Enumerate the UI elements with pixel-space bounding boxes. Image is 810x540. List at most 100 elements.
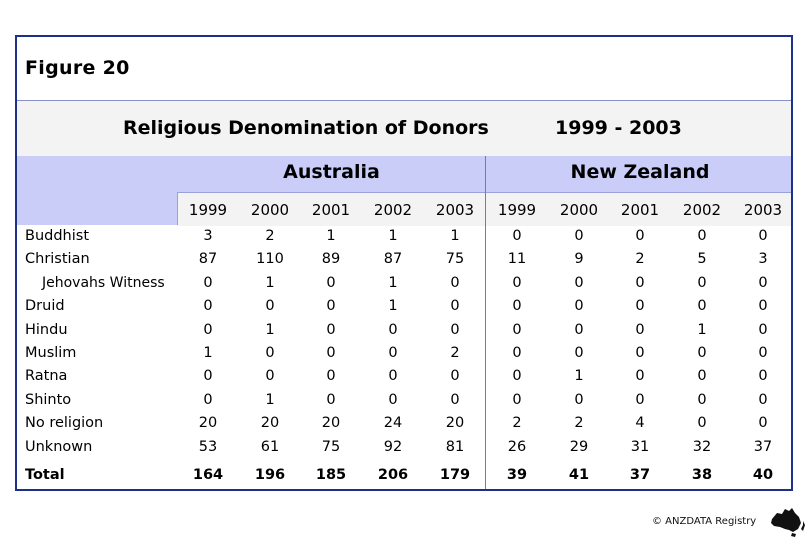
cell-nz-2000: 0 <box>574 321 584 338</box>
cell-au-2000: 20 <box>260 415 280 432</box>
cell-au-1999: 20 <box>198 415 218 432</box>
cell-au-2002: 87 <box>383 251 403 268</box>
table-row: Muslim 1 0 0 0 2 0 0 0 0 0 <box>17 342 791 365</box>
cell-au-2000: 110 <box>256 251 284 268</box>
cell-au-1999: 0 <box>203 391 213 408</box>
cell-au-1999: 0 <box>203 274 213 291</box>
cell-nz-2003: 0 <box>758 274 768 291</box>
cell-nz-1999: 26 <box>507 438 527 455</box>
cell-au-1999: 0 <box>203 368 213 385</box>
year-header-nz-2001: 2001 <box>620 201 660 219</box>
cell-au-2003: 0 <box>450 368 460 385</box>
cell-au-2002: 206 <box>377 467 409 483</box>
table-title: Religious Denomination of Donors <box>123 117 489 139</box>
cell-nz-1999: 0 <box>512 391 522 408</box>
cell-nz-1999: 0 <box>512 228 522 244</box>
cell-au-2003: 0 <box>450 298 460 315</box>
cell-nz-2001: 0 <box>635 274 645 291</box>
cell-au-2002: 0 <box>388 321 398 338</box>
year-header-nz-1999: 1999 <box>497 201 537 219</box>
cell-nz-2000: 2 <box>574 415 584 432</box>
cell-nz-1999: 11 <box>507 251 527 268</box>
total-row: Total 164 196 185 206 179 39 41 37 38 40 <box>17 464 791 487</box>
cell-nz-1999: 0 <box>512 298 522 315</box>
cell-au-2002: 0 <box>388 345 398 361</box>
row-label: Druid <box>25 298 65 315</box>
header-band: Australia New Zealand 1999 2000 2001 200… <box>17 156 791 226</box>
cell-au-2001: 0 <box>326 321 336 338</box>
table-row: No religion 20 20 20 24 20 2 2 4 0 0 <box>17 412 791 435</box>
title-band: Religious Denomination of Donors 1999 - … <box>17 100 791 157</box>
cell-nz-2003: 0 <box>758 228 768 244</box>
row-label: Christian <box>25 251 90 268</box>
cell-au-2001: 0 <box>326 345 336 361</box>
figure-frame: Figure 20 Religious Denomination of Dono… <box>15 35 793 491</box>
cell-nz-1999: 2 <box>512 415 522 432</box>
cell-nz-2001: 0 <box>635 321 645 338</box>
year-header-nz-2000: 2000 <box>559 201 599 219</box>
cell-au-2003: 0 <box>450 391 460 408</box>
cell-au-2001: 0 <box>326 274 336 291</box>
cell-au-2002: 1 <box>388 228 398 244</box>
cell-nz-2000: 0 <box>574 391 584 408</box>
cell-au-1999: 0 <box>203 321 213 338</box>
cell-nz-2000: 0 <box>574 345 584 361</box>
region-new-zealand: New Zealand <box>570 161 710 183</box>
cell-nz-2001: 31 <box>630 438 650 455</box>
cell-nz-2001: 0 <box>635 391 645 408</box>
cell-nz-2003: 0 <box>758 298 768 315</box>
table-row: Hindu 0 1 0 0 0 0 0 0 1 0 <box>17 319 791 342</box>
row-label: Buddhist <box>25 228 90 244</box>
year-header-nz-2002: 2002 <box>682 201 722 219</box>
cell-au-2000: 0 <box>265 368 275 385</box>
cell-nz-2002: 1 <box>697 321 707 338</box>
cell-au-2000: 0 <box>265 298 275 315</box>
cell-nz-2002: 0 <box>697 274 707 291</box>
cell-au-2003: 2 <box>450 345 460 361</box>
table-row: Ratna 0 0 0 0 0 0 1 0 0 0 <box>17 365 791 388</box>
row-label: Muslim <box>25 345 77 361</box>
cell-nz-2002: 0 <box>697 298 707 315</box>
cell-au-2000: 1 <box>265 321 275 338</box>
cell-nz-2000: 29 <box>569 438 589 455</box>
cell-nz-2000: 1 <box>574 368 584 385</box>
cell-au-2001: 0 <box>326 391 336 408</box>
cell-au-2002: 92 <box>383 438 403 455</box>
cell-nz-2003: 3 <box>758 251 768 268</box>
cell-nz-2002: 32 <box>692 438 712 455</box>
cell-au-2001: 89 <box>321 251 341 268</box>
cell-nz-2003: 0 <box>758 345 768 361</box>
column-divider-region <box>485 156 486 489</box>
cell-nz-2002: 0 <box>697 415 707 432</box>
table-row: Shinto 0 1 0 0 0 0 0 0 0 0 <box>17 389 791 412</box>
cell-au-2002: 0 <box>388 368 398 385</box>
cell-nz-2003: 0 <box>758 321 768 338</box>
cell-au-1999: 3 <box>203 228 213 244</box>
row-label: Ratna <box>25 368 68 385</box>
cell-nz-2002: 0 <box>697 228 707 244</box>
cell-au-2000: 61 <box>260 438 280 455</box>
cell-au-2003: 1 <box>450 228 460 244</box>
cell-au-2002: 1 <box>388 274 398 291</box>
cell-au-2001: 1 <box>326 228 336 244</box>
cell-nz-2001: 37 <box>629 467 651 483</box>
year-header-au-2000: 2000 <box>250 201 290 219</box>
cell-au-1999: 87 <box>198 251 218 268</box>
row-label: Shinto <box>25 391 72 408</box>
cell-au-2001: 0 <box>326 368 336 385</box>
year-header-au-2002: 2002 <box>373 201 413 219</box>
cell-au-2001: 0 <box>326 298 336 315</box>
australia-map-logo <box>771 508 805 537</box>
table-period: 1999 - 2003 <box>555 117 682 139</box>
cell-nz-2002: 38 <box>691 467 713 483</box>
cell-au-2000: 0 <box>265 345 275 361</box>
row-label: Jehovahs Witness <box>42 274 165 291</box>
cell-nz-2003: 0 <box>758 415 768 432</box>
cell-nz-2002: 0 <box>697 345 707 361</box>
cell-au-1999: 53 <box>198 438 218 455</box>
column-divider-left <box>177 192 178 225</box>
cell-nz-2002: 5 <box>697 251 707 268</box>
cell-au-2001: 75 <box>321 438 341 455</box>
cell-nz-2001: 0 <box>635 368 645 385</box>
cell-au-1999: 0 <box>203 298 213 315</box>
